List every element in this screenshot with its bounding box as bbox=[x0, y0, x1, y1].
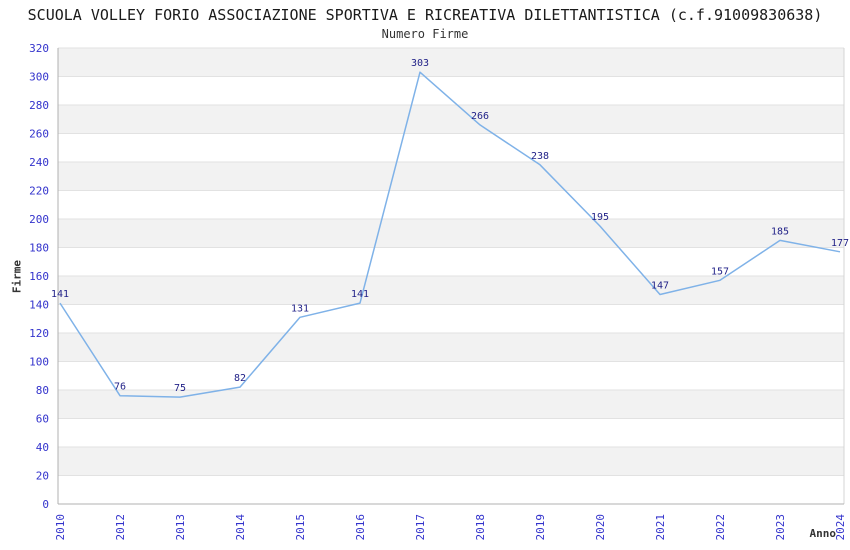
x-tick-label: 2019 bbox=[534, 514, 547, 541]
x-tick-label: 2015 bbox=[294, 514, 307, 541]
y-tick-label: 240 bbox=[29, 156, 49, 169]
data-point-label: 266 bbox=[471, 111, 489, 122]
plot-band bbox=[58, 48, 844, 77]
y-tick-label: 320 bbox=[29, 42, 49, 55]
data-point-label: 141 bbox=[51, 289, 69, 300]
y-tick-label: 80 bbox=[36, 384, 49, 397]
plot-band bbox=[58, 447, 844, 476]
y-axis-title: Firme bbox=[10, 259, 24, 294]
y-tick-label: 40 bbox=[36, 441, 49, 454]
data-point-label: 195 bbox=[591, 212, 609, 223]
data-point-label: 238 bbox=[531, 151, 549, 162]
x-tick-label: 2020 bbox=[594, 514, 607, 541]
y-tick-label: 60 bbox=[36, 413, 49, 426]
x-tick-label: 2024 bbox=[834, 514, 847, 541]
x-tick-label: 2013 bbox=[174, 514, 187, 541]
data-line bbox=[59, 71, 841, 398]
data-point-label: 147 bbox=[651, 281, 669, 292]
chart-title: SCUOLA VOLLEY FORIO ASSOCIAZIONE SPORTIV… bbox=[27, 6, 823, 24]
plot-band bbox=[58, 162, 844, 191]
data-point-label: 76 bbox=[114, 382, 126, 393]
x-tick-label: 2017 bbox=[414, 514, 427, 541]
y-tick-label: 140 bbox=[29, 299, 49, 312]
x-tick-label: 2016 bbox=[354, 514, 367, 541]
plot-band bbox=[58, 276, 844, 305]
plot-band bbox=[58, 333, 844, 362]
data-point-label: 185 bbox=[771, 226, 789, 237]
y-tick-label: 300 bbox=[29, 71, 49, 84]
data-point-label: 131 bbox=[291, 303, 309, 314]
y-tick-label: 120 bbox=[29, 327, 49, 340]
y-tick-label: 20 bbox=[36, 470, 49, 483]
y-tick-label: 180 bbox=[29, 242, 49, 255]
y-tick-label: 200 bbox=[29, 213, 49, 226]
data-point-label: 141 bbox=[351, 289, 369, 300]
y-tick-label: 0 bbox=[42, 498, 49, 511]
x-tick-label: 2018 bbox=[474, 514, 487, 541]
x-tick-label: 2012 bbox=[114, 514, 127, 541]
x-tick-label: 2023 bbox=[774, 514, 787, 541]
data-point-label: 177 bbox=[831, 238, 849, 249]
data-point-label: 75 bbox=[174, 383, 186, 394]
plot-band bbox=[58, 219, 844, 248]
x-tick-label: 2022 bbox=[714, 514, 727, 541]
data-point-label: 303 bbox=[411, 58, 429, 69]
x-tick-label: 2010 bbox=[54, 514, 67, 541]
x-axis-title: Anno bbox=[809, 527, 837, 540]
y-tick-label: 100 bbox=[29, 356, 49, 369]
y-tick-label: 220 bbox=[29, 185, 49, 198]
data-point-label: 82 bbox=[234, 373, 246, 384]
plot-band bbox=[58, 390, 844, 419]
y-tick-label: 260 bbox=[29, 128, 49, 141]
x-tick-label: 2014 bbox=[234, 514, 247, 541]
x-tick-label: 2021 bbox=[654, 514, 667, 541]
data-point-label: 157 bbox=[711, 266, 729, 277]
y-tick-label: 280 bbox=[29, 99, 49, 112]
y-tick-label: 160 bbox=[29, 270, 49, 283]
plot-band bbox=[58, 105, 844, 134]
chart-subtitle: Numero Firme bbox=[381, 27, 469, 41]
